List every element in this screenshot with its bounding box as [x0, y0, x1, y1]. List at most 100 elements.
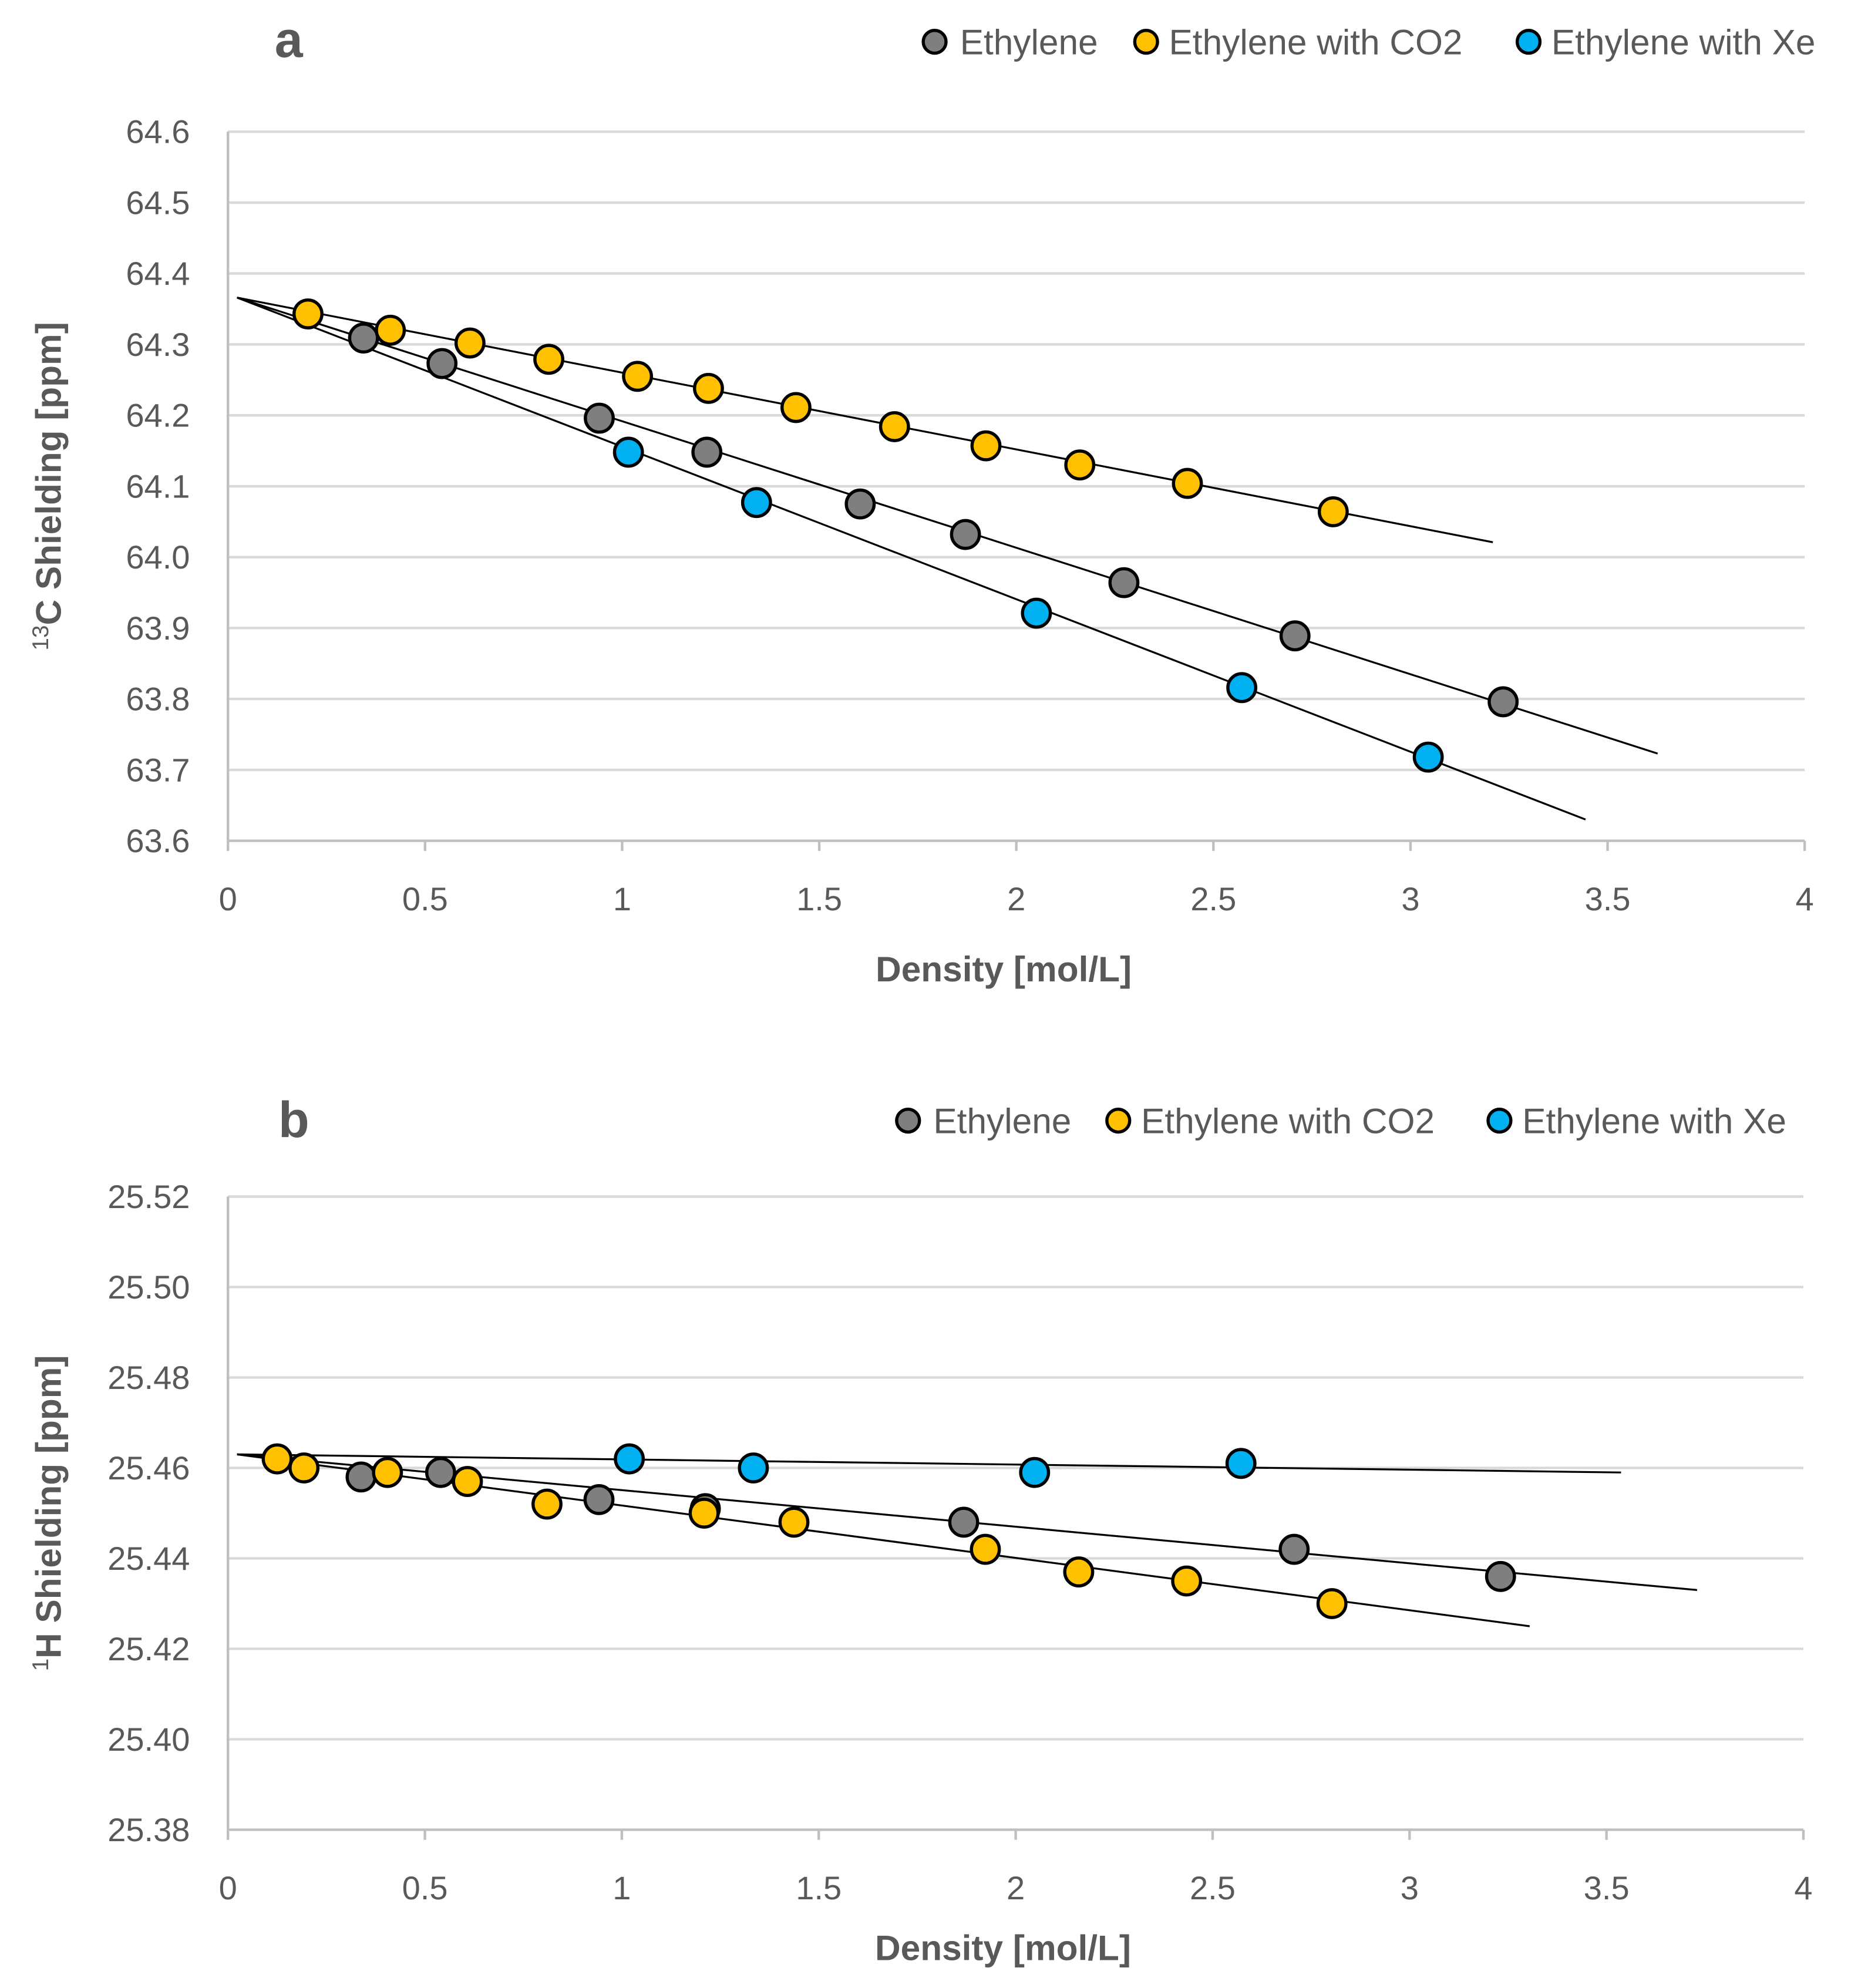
- data-point: [348, 322, 379, 354]
- y-tick-label: 25.46: [107, 1449, 190, 1486]
- data-point: [614, 1443, 645, 1475]
- data-point: [1172, 467, 1203, 499]
- data-point: [425, 1456, 456, 1488]
- data-point: [583, 1484, 615, 1515]
- y-tick-label: 63.9: [126, 610, 190, 647]
- y-axis-label-text: H Shielding [ppm]: [29, 1355, 69, 1659]
- data-point: [1063, 1556, 1095, 1587]
- legend-label: Ethylene with Xe: [1551, 22, 1816, 62]
- data-point: [1021, 597, 1052, 629]
- data-point: [780, 392, 812, 423]
- series-ethylene: [348, 322, 1519, 718]
- fit-line-ethylene-with-xe: [237, 1453, 1621, 1474]
- x-tick-label: 1.5: [796, 1869, 842, 1906]
- x-tick-label: 3: [1401, 1869, 1419, 1906]
- series-ethylene-with-xe: [614, 1443, 1257, 1488]
- legend-marker: [895, 1108, 921, 1134]
- data-point: [622, 361, 654, 392]
- legend: Ethylene Ethylene with CO2 Ethylene with X…: [921, 22, 1816, 62]
- data-point: [1317, 496, 1349, 527]
- x-axis-label: Density [mol/L]: [876, 949, 1132, 989]
- data-point: [741, 487, 772, 519]
- data-point: [584, 402, 615, 434]
- data-point: [1064, 449, 1096, 481]
- data-point: [844, 488, 876, 520]
- data-point: [970, 430, 1002, 462]
- x-tick-label: 3.5: [1584, 1869, 1630, 1906]
- data-point: [292, 298, 324, 329]
- data-point: [531, 1488, 563, 1520]
- x-tick-label: 2.5: [1190, 880, 1236, 917]
- x-tick-label: 3.5: [1585, 880, 1631, 917]
- legend-label: Ethylene with CO2: [1169, 22, 1463, 62]
- x-tick-label: 0.5: [402, 1869, 448, 1906]
- y-tick-label: 63.8: [126, 681, 190, 718]
- data-point: [693, 372, 724, 404]
- y-tick-label: 64.0: [126, 539, 190, 576]
- legend-label: Ethylene: [960, 22, 1098, 62]
- y-tick-label: 25.38: [107, 1811, 190, 1848]
- x-tick-label: 1: [613, 880, 631, 917]
- x-tick-label: 2: [1007, 880, 1025, 917]
- y-axis-label: 13C Shielding [ppm]: [28, 322, 69, 650]
- data-point: [452, 1466, 483, 1497]
- y-tick-label: 25.48: [107, 1359, 190, 1396]
- x-tick-label: 2.5: [1190, 1869, 1236, 1906]
- data-point: [1412, 741, 1444, 773]
- legend-marker: [1133, 29, 1159, 55]
- data-point: [948, 1506, 980, 1538]
- fit-line-ethylene-with-xe: [237, 297, 1586, 820]
- fit-line-ethylene: [237, 297, 1658, 755]
- x-axis-label: Density [mol/L]: [875, 1928, 1131, 1968]
- x-tick-label: 0: [219, 880, 237, 917]
- x-tick-label: 0: [219, 1869, 237, 1906]
- x-tick-label: 4: [1796, 880, 1814, 917]
- y-axis-label-superscript: 1: [28, 1659, 53, 1671]
- legend-marker: [921, 29, 948, 55]
- chart-panel-b: 25.38 25.40 25.42 25.44 25.46 25.48 25.50 25.52…: [28, 1092, 1813, 1967]
- y-tick-label: 25.44: [107, 1540, 190, 1577]
- data-point: [345, 1461, 377, 1493]
- data-point: [261, 1443, 293, 1475]
- data-point: [1316, 1588, 1348, 1619]
- x-tick-label: 0.5: [402, 880, 448, 917]
- legend-label: Ethylene with Xe: [1522, 1101, 1786, 1141]
- data-point: [533, 344, 565, 375]
- y-tick-label: 25.40: [107, 1721, 190, 1758]
- data-point: [372, 1456, 403, 1488]
- data-point: [1108, 567, 1140, 598]
- data-point: [970, 1533, 1001, 1565]
- y-tick-label: 64.5: [126, 184, 190, 221]
- data-point: [1019, 1456, 1051, 1488]
- legend-marker: [1486, 1108, 1513, 1134]
- y-axis-label-superscript: 13: [28, 625, 53, 650]
- series-ethylene-with-co2: [292, 298, 1349, 527]
- data-point: [1278, 1533, 1310, 1565]
- x-tick-label: 4: [1794, 1869, 1812, 1906]
- data-point: [1225, 1448, 1257, 1479]
- series-ethylene-with-co2: [261, 1443, 1348, 1619]
- panel-label: b: [278, 1092, 309, 1148]
- x-tick-label: 2: [1007, 1869, 1025, 1906]
- data-point: [612, 436, 644, 468]
- y-tick-label: 25.50: [107, 1269, 190, 1306]
- data-point: [1171, 1565, 1203, 1597]
- y-tick-label: 64.2: [126, 397, 190, 434]
- data-point: [426, 348, 458, 379]
- series-ethylene-with-xe: [612, 436, 1444, 773]
- y-axis-label: 1H Shielding [ppm]: [28, 1355, 69, 1671]
- data-point: [778, 1506, 810, 1538]
- data-point: [1226, 672, 1258, 704]
- legend-marker: [1515, 29, 1542, 55]
- y-tick-label: 64.6: [126, 113, 190, 150]
- legend-label: Ethylene with CO2: [1141, 1101, 1435, 1141]
- data-point: [454, 327, 486, 359]
- data-point: [950, 519, 981, 550]
- x-tick-label: 1: [612, 1869, 631, 1906]
- data-point: [738, 1452, 769, 1484]
- panel-label: a: [275, 12, 304, 68]
- x-tick-label: 1.5: [796, 880, 842, 917]
- fit-line-ethylene-with-co2: [237, 297, 1493, 543]
- data-point: [375, 314, 406, 346]
